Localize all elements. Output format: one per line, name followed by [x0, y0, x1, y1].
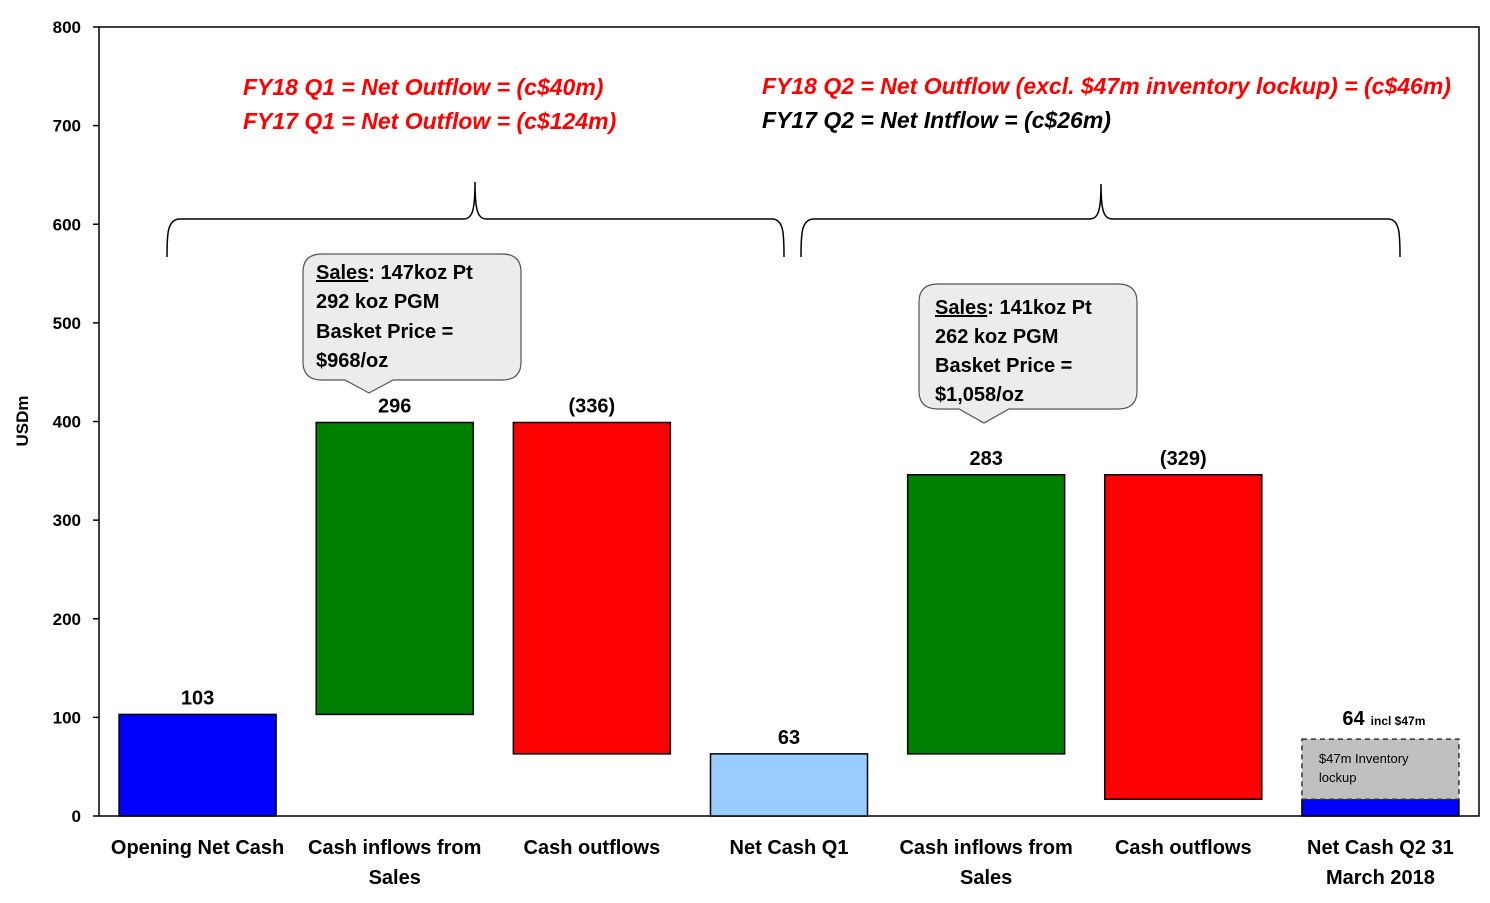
- bar-2: [315, 421, 474, 716]
- inventory-lockup-box: [1301, 738, 1460, 800]
- inventory-lockup-label: $47m Inventory: [1319, 751, 1409, 766]
- x-category-label: Cash outflows: [1115, 837, 1252, 859]
- y-tick-label: 200: [53, 610, 81, 629]
- callout-bubble: [918, 283, 1138, 424]
- y-tick-label: 0: [72, 807, 81, 826]
- callout-line: 292 koz PGM: [316, 291, 439, 313]
- data-label-value: 64: [1342, 708, 1365, 730]
- inventory-lockup-label: lockup: [1319, 770, 1357, 785]
- y-tick-label: 700: [53, 117, 81, 136]
- y-tick-label: 600: [53, 215, 81, 234]
- sales-callout-q1: Sales: 147koz Pt 292 koz PGM Basket Pric…: [302, 253, 522, 394]
- bar-7: [1301, 798, 1460, 817]
- callout-line: $1,058/oz: [935, 384, 1024, 406]
- y-tick-label: 400: [53, 413, 81, 432]
- x-category-label: Sales: [369, 867, 421, 889]
- y-axis-title: USDm: [13, 395, 32, 446]
- data-label-suffix: incl $47m: [1371, 714, 1426, 728]
- data-label: 103: [181, 687, 214, 709]
- data-label: (336): [569, 395, 616, 417]
- callout-rest: : 147koz Pt: [368, 262, 473, 284]
- data-label: 283: [969, 448, 1002, 470]
- callout-line: Sales: 147koz Pt: [316, 262, 473, 284]
- y-tick-label: 100: [53, 708, 81, 727]
- annotation-fy18-q1: FY18 Q1 = Net Outflow = (c$40m): [243, 74, 603, 100]
- x-category-label: March 2018: [1326, 867, 1435, 889]
- x-category-label: Opening Net Cash: [111, 837, 284, 859]
- plot-frame: [98, 26, 1480, 817]
- x-axis: Opening Net Cash Cash inflows from Sales Ca…: [111, 837, 1454, 889]
- y-axis: 0 100 200 300 400 500 600 700 800: [53, 18, 99, 826]
- x-category-label: Net Cash Q1: [730, 837, 849, 859]
- x-category-label: Cash outflows: [524, 837, 661, 859]
- q1-brace: [166, 181, 785, 258]
- y-tick-label: 500: [53, 314, 81, 333]
- callout-rest: : 141koz Pt: [987, 297, 1092, 319]
- bar-4: [709, 753, 869, 817]
- x-category-label: Net Cash Q2 31: [1307, 837, 1454, 859]
- y-tick-label: 300: [53, 511, 81, 530]
- q2-brace: [800, 183, 1401, 258]
- callout-line: Sales: 141koz Pt: [935, 297, 1092, 319]
- x-category-label: Sales: [960, 867, 1012, 889]
- bar-1: [118, 713, 277, 817]
- sales-callout-q2: Sales: 141koz Pt 262 koz PGM Basket Pric…: [918, 283, 1138, 424]
- callout-underlined-word: Sales: [316, 262, 368, 284]
- y-tick-label: 800: [53, 18, 81, 37]
- bar-6: [1104, 474, 1263, 800]
- bar-5: [906, 474, 1066, 755]
- x-category-label: Cash inflows from: [899, 837, 1072, 859]
- data-labels: 103 296 (336) 63 283 (329) 64 incl $47m $47m Inv…: [181, 395, 1425, 785]
- callout-line: $968/oz: [316, 350, 388, 372]
- bar-series: [118, 421, 1460, 817]
- data-label: 64 incl $47m: [1342, 708, 1425, 730]
- data-label: (329): [1160, 448, 1207, 470]
- annotation-fy17-q2: FY17 Q2 = Net Intflow = (c$26m): [762, 107, 1111, 133]
- callout-bubble: [302, 253, 522, 394]
- annotation-fy17-q1: FY17 Q1 = Net Outflow = (c$124m): [243, 108, 616, 134]
- callout-underlined-word: Sales: [935, 297, 987, 319]
- x-category-label: Cash inflows from: [308, 837, 481, 859]
- callout-line: Basket Price =: [935, 355, 1072, 377]
- callout-line: 262 koz PGM: [935, 326, 1058, 348]
- annotation-fy18-q2: FY18 Q2 = Net Outflow (excl. $47m invent…: [762, 73, 1451, 99]
- data-label: 63: [778, 727, 800, 749]
- data-label: 296: [378, 395, 411, 417]
- bar-3: [512, 421, 672, 755]
- callout-line: Basket Price =: [316, 321, 453, 343]
